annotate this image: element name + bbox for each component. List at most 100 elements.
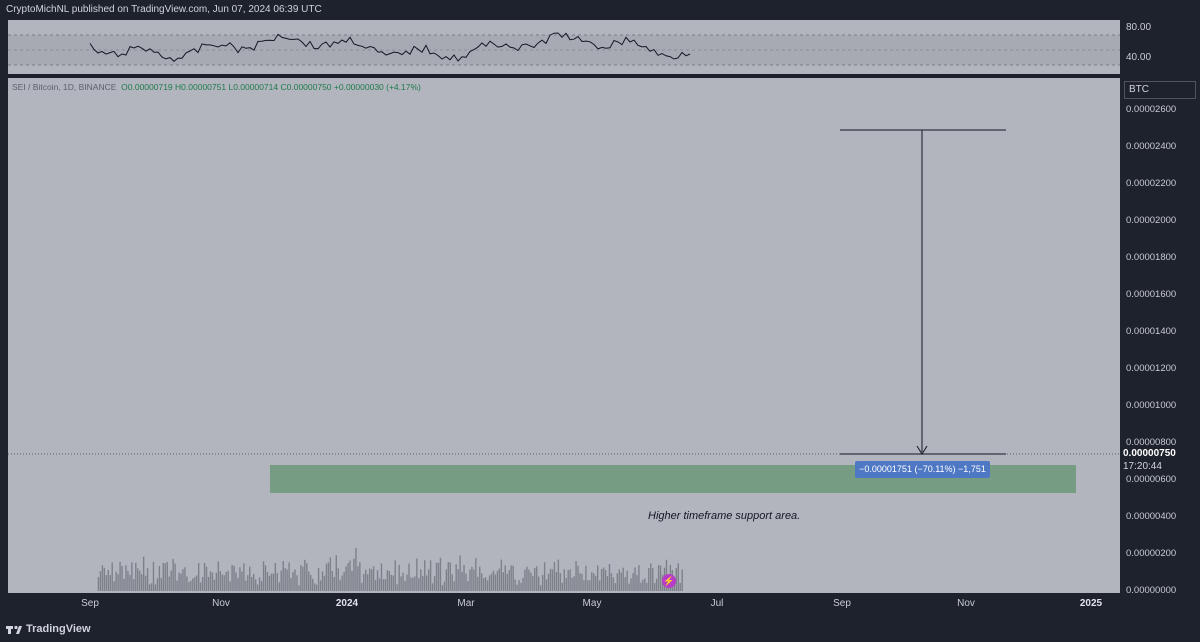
- volume-bar: [329, 557, 332, 591]
- volume-bar: [341, 575, 343, 591]
- volume-bar: [170, 570, 172, 591]
- volume-bar: [363, 573, 365, 591]
- time-label: Mar: [457, 598, 475, 609]
- volume-bar: [209, 571, 212, 591]
- current-price-badge: 0.00000750: [1120, 447, 1200, 460]
- currency-tag[interactable]: BTC: [1124, 81, 1196, 99]
- volume-bar: [675, 568, 677, 591]
- lightning-icon[interactable]: ⚡: [662, 574, 676, 588]
- volume-bar: [203, 562, 206, 591]
- volume-bar: [219, 571, 222, 591]
- volume-bar: [420, 569, 422, 591]
- volume-bar: [131, 562, 133, 591]
- volume-bar: [583, 580, 585, 591]
- volume-bar: [406, 574, 408, 591]
- volume-bar: [150, 583, 153, 591]
- volume-bar: [343, 571, 345, 591]
- volume-bar: [534, 567, 536, 591]
- volume-bar: [308, 571, 310, 591]
- volume-bar: [528, 569, 530, 591]
- price-axis[interactable]: BTC 0.00002600 0.00002400 0.00002200 0.0000…: [1120, 78, 1200, 596]
- volume-bar: [274, 563, 277, 591]
- volume-bar: [213, 579, 216, 591]
- volume-bar: [524, 569, 526, 591]
- volume-bar: [488, 575, 491, 591]
- volume-bar: [380, 563, 383, 591]
- volume-bar: [264, 565, 267, 591]
- volume-bar: [655, 578, 658, 591]
- volume-bar: [608, 563, 611, 591]
- legend-open: O0.00000719: [121, 82, 173, 92]
- volume-bar: [425, 575, 428, 591]
- volume-bar: [319, 580, 322, 591]
- volume-bar: [382, 579, 385, 591]
- volume-bar: [296, 575, 298, 591]
- volume-bar: [604, 569, 607, 591]
- time-label: Nov: [212, 598, 230, 609]
- volume-bar: [518, 580, 520, 591]
- price-tick: 0.00002000: [1126, 215, 1177, 226]
- volume-bar: [634, 567, 636, 591]
- volume-bar: [294, 569, 296, 591]
- volume-bar: [479, 566, 481, 591]
- volume-bar: [105, 575, 108, 591]
- volume-bar: [606, 576, 609, 591]
- volume-bar: [648, 568, 650, 591]
- rsi-pane[interactable]: [8, 20, 1120, 74]
- footer: TradingView: [0, 618, 1200, 642]
- time-label: 2024: [335, 598, 359, 609]
- volume-bar: [628, 583, 630, 591]
- volume-bar: [272, 573, 275, 591]
- volume-bar: [579, 573, 581, 591]
- volume-bar: [123, 578, 125, 591]
- volume-bar: [333, 577, 335, 591]
- volume-bar: [392, 575, 394, 591]
- price-tick: 0.00000600: [1126, 474, 1177, 485]
- volume-bar: [624, 577, 626, 591]
- volume-bar: [337, 568, 339, 591]
- volume-bar: [229, 581, 231, 591]
- measure-badge[interactable]: −0.00001751 (−70.11%) −1,751: [855, 461, 990, 478]
- volume-bar: [538, 576, 540, 591]
- volume-bar: [197, 563, 200, 591]
- volume-bar: [679, 583, 681, 591]
- volume-bar: [245, 580, 247, 591]
- volume-bar: [370, 569, 373, 591]
- legend-close: C0.00000750: [280, 82, 332, 92]
- volume-bar: [475, 558, 477, 591]
- volume-bar: [168, 576, 170, 591]
- volume-bar: [616, 573, 619, 591]
- legend-change: +0.00000030 (+4.17%): [333, 82, 421, 92]
- volume-bar: [457, 569, 459, 591]
- volume-bar: [207, 576, 210, 591]
- volume-bar: [441, 585, 444, 591]
- volume-bar: [657, 565, 660, 591]
- volume-bar: [659, 565, 662, 591]
- volume-bar: [162, 562, 165, 591]
- volume-bar: [268, 575, 271, 591]
- volume-bar: [569, 569, 571, 591]
- volume-bar: [353, 558, 355, 591]
- main-chart-pane[interactable]: SEI / Bitcoin, 1D, BINANCE O0.00000719 H…: [8, 78, 1120, 593]
- volume-bar: [571, 577, 573, 591]
- volume-bar: [465, 573, 467, 591]
- volume-bar: [553, 561, 556, 591]
- volume-bar: [176, 580, 178, 591]
- volume-bar: [376, 570, 379, 591]
- volume-bar: [184, 567, 186, 591]
- volume-bar: [384, 579, 387, 591]
- volume-bar: [494, 574, 497, 591]
- price-chart-svg: [8, 129, 1120, 591]
- volume-bar: [473, 569, 475, 591]
- volume-bar: [237, 577, 239, 591]
- volume-bar: [514, 579, 516, 591]
- volume-bar: [585, 565, 587, 591]
- price-tick: 0.00002200: [1126, 178, 1177, 189]
- volume-bar: [626, 570, 628, 591]
- rsi-tick: 40.00: [1126, 52, 1152, 63]
- volume-bar: [215, 572, 218, 591]
- volume-bar: [310, 574, 312, 591]
- volume-bar: [266, 571, 269, 591]
- volume-bar: [300, 565, 302, 591]
- time-axis[interactable]: Sep Nov 2024 Mar May Jul Sep Nov 2025: [8, 593, 1120, 615]
